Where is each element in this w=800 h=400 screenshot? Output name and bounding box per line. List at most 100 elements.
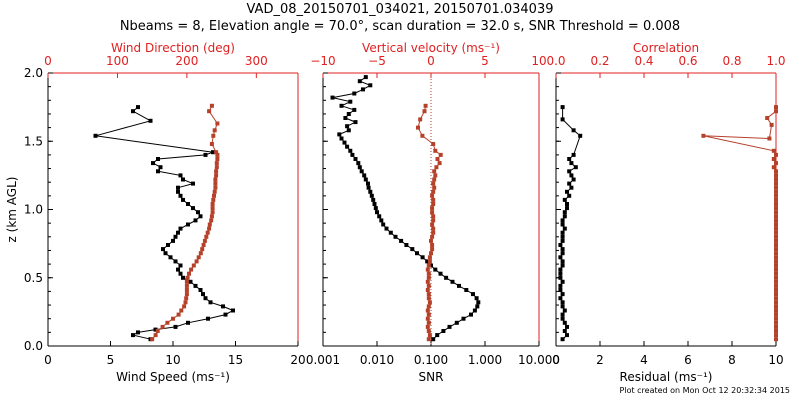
snr-point xyxy=(352,91,357,96)
wind_direction-point xyxy=(184,296,189,301)
snr-point xyxy=(447,324,452,329)
residual-point xyxy=(565,202,569,206)
vertical_velocity-point xyxy=(432,177,437,182)
correlation-point xyxy=(774,263,778,268)
snr-point xyxy=(471,292,475,297)
wind_direction-point xyxy=(176,312,181,317)
vertical_velocity-point xyxy=(426,304,431,309)
vertical_velocity-point xyxy=(432,185,437,190)
wind_direction-point xyxy=(210,210,215,215)
plot-created-footer: Plot created on Mon Oct 12 20:32:34 2015 xyxy=(619,386,790,395)
wind_direction-point xyxy=(214,165,219,170)
wind_speed-point xyxy=(166,243,170,247)
snr-point xyxy=(372,202,377,206)
residual-point xyxy=(562,210,567,215)
snr-point xyxy=(357,165,362,170)
wind_direction-point xyxy=(213,177,218,182)
wind_direction-point xyxy=(207,226,212,231)
correlation-point xyxy=(774,251,778,256)
residual-point xyxy=(560,234,565,239)
vertical_velocity-point xyxy=(422,109,427,114)
snr-point xyxy=(348,148,353,153)
correlation-point xyxy=(701,133,706,138)
residual-point xyxy=(560,247,565,252)
correlation-point xyxy=(774,312,778,317)
snr-point xyxy=(379,218,384,223)
x-axis-label: SNR xyxy=(419,370,444,384)
x-tick-label: 6 xyxy=(684,353,692,367)
wind_speed-point xyxy=(163,251,168,256)
residual-point xyxy=(560,105,565,110)
x-tick-label: 0.010 xyxy=(360,353,394,367)
correlation-point xyxy=(774,189,778,194)
vertical_velocity-point xyxy=(438,152,443,157)
correlation-point xyxy=(774,320,778,325)
wind_direction-point xyxy=(184,288,189,292)
correlation-point xyxy=(769,122,774,127)
vertical_velocity-point xyxy=(426,296,431,301)
residual-point xyxy=(560,218,565,223)
correlation-point xyxy=(774,161,778,166)
wind_speed-point xyxy=(191,181,195,186)
correlation-point xyxy=(774,206,778,211)
wind_direction-point xyxy=(209,218,214,223)
snr-point xyxy=(476,300,481,305)
vertical_velocity-point xyxy=(420,133,425,138)
vertical_velocity-point xyxy=(426,271,431,276)
correlation-point xyxy=(774,304,778,309)
top-tick-label: −10 xyxy=(310,54,335,68)
wind_speed-point xyxy=(178,226,183,231)
wind_direction-point xyxy=(213,185,218,190)
top-tick-label: −5 xyxy=(368,54,386,68)
wind_direction-point xyxy=(187,271,191,276)
snr-point xyxy=(433,267,438,272)
residual-point xyxy=(560,292,565,297)
correlation-point xyxy=(774,288,778,292)
snr-point xyxy=(346,112,351,116)
correlation-point xyxy=(774,247,778,252)
snr-point xyxy=(399,238,404,243)
wind_direction-point xyxy=(150,337,155,342)
y-tick-label: 0.5 xyxy=(24,271,43,285)
wind_speed-point xyxy=(161,247,165,252)
correlation-point xyxy=(774,292,778,297)
residual-point xyxy=(558,296,563,301)
snr-point xyxy=(431,337,436,342)
snr-point xyxy=(393,234,398,239)
residual-point xyxy=(562,329,567,333)
wind_direction-point xyxy=(214,161,219,166)
snr-point xyxy=(348,99,353,104)
wind_direction-point xyxy=(212,189,217,194)
snr-point xyxy=(469,312,473,317)
correlation-point xyxy=(774,259,778,264)
snr-point xyxy=(357,79,362,84)
vertical_velocity-point xyxy=(429,238,433,243)
snr-point xyxy=(444,275,449,280)
correlation-point xyxy=(774,296,778,301)
residual-point xyxy=(578,133,583,138)
snr-point xyxy=(342,140,347,145)
wind_speed-point xyxy=(168,255,173,260)
correlation-point xyxy=(774,218,778,223)
residual-point xyxy=(558,255,563,260)
wind_direction-point xyxy=(182,304,187,309)
wind_speed-point xyxy=(198,288,203,292)
correlation-point xyxy=(774,324,778,329)
wind_speed-point xyxy=(136,105,140,110)
residual-point xyxy=(560,312,565,317)
wind_direction-point xyxy=(205,230,210,235)
correlation-point xyxy=(774,255,778,260)
correlation-point xyxy=(771,157,776,161)
wind_direction-point xyxy=(211,197,216,202)
wind_speed-point xyxy=(178,271,183,276)
x-tick-label: 4 xyxy=(640,353,648,367)
residual-point xyxy=(569,185,574,190)
vertical_velocity-point xyxy=(433,148,438,153)
wind_direction-point xyxy=(215,152,220,157)
snr-point xyxy=(345,124,350,129)
vertical_velocity-point xyxy=(418,117,423,122)
vertical_velocity-point xyxy=(430,234,435,239)
correlation-point xyxy=(774,234,778,239)
wind_speed-point xyxy=(176,267,180,272)
snr-point xyxy=(373,206,378,211)
